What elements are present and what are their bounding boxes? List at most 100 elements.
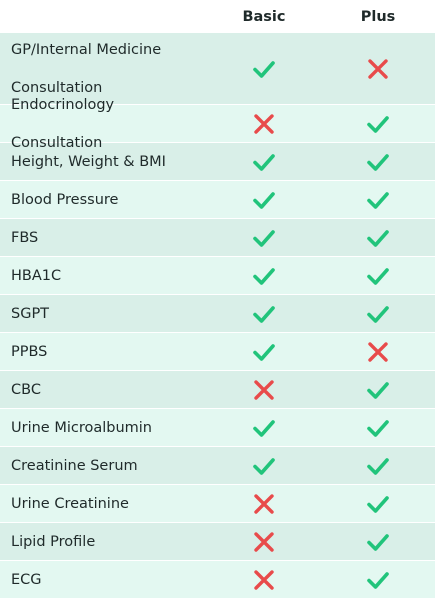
row-label-cell: SGPT	[0, 295, 207, 333]
row-basic-cell	[207, 187, 321, 213]
row-label: SGPT	[11, 305, 50, 322]
row-label: Lipid Profile	[11, 533, 96, 550]
row-plus-cell	[321, 453, 435, 479]
row-label-cell: Urine Microalbumin	[0, 409, 207, 447]
row-plus-cell	[321, 491, 435, 517]
row-label: GP/Internal Medicine Consultation	[11, 41, 162, 96]
table-row: HBA1C	[0, 257, 435, 295]
cross-icon	[251, 377, 277, 403]
check-icon	[365, 453, 391, 479]
row-plus-cell	[321, 301, 435, 327]
check-icon	[365, 415, 391, 441]
cross-icon	[251, 111, 277, 137]
table-row: PPBS	[0, 333, 435, 371]
row-label-cell: Lipid Profile	[0, 523, 207, 561]
check-icon	[251, 415, 277, 441]
row-plus-cell	[321, 111, 435, 137]
row-label-cell: Blood Pressure	[0, 181, 207, 219]
table-row: Creatinine Serum	[0, 447, 435, 485]
row-label-cell: Creatinine Serum	[0, 447, 207, 485]
table-row: Lipid Profile	[0, 523, 435, 561]
row-plus-cell	[321, 225, 435, 251]
row-basic-cell	[207, 453, 321, 479]
row-basic-cell	[207, 301, 321, 327]
table-row: Urine Creatinine	[0, 485, 435, 523]
table-header: Basic Plus	[0, 0, 435, 33]
row-label: ECG	[11, 571, 42, 588]
check-icon	[251, 301, 277, 327]
row-label: Urine Creatinine	[11, 495, 129, 512]
row-label: CBC	[11, 381, 41, 398]
check-icon	[365, 149, 391, 175]
row-label: Urine Microalbumin	[11, 419, 152, 436]
row-basic-cell	[207, 415, 321, 441]
row-plus-cell	[321, 529, 435, 555]
row-label-cell: FBS	[0, 219, 207, 257]
check-icon	[365, 111, 391, 137]
row-basic-cell	[207, 339, 321, 365]
cross-icon	[365, 56, 391, 82]
cross-icon	[251, 529, 277, 555]
header-plus-label: Plus	[360, 8, 396, 25]
row-basic-cell	[207, 111, 321, 137]
table-row: FBS	[0, 219, 435, 257]
check-icon	[365, 187, 391, 213]
row-label: FBS	[11, 229, 39, 246]
row-plus-cell	[321, 339, 435, 365]
row-label: PPBS	[11, 343, 48, 360]
check-icon	[251, 453, 277, 479]
row-label-cell: GP/Internal Medicine Consultation	[0, 31, 207, 107]
row-label: HBA1C	[11, 267, 62, 284]
table-row: CBC	[0, 371, 435, 409]
check-icon	[251, 149, 277, 175]
row-label-cell: Endocrinology Consultation	[0, 86, 207, 162]
row-label: Endocrinology Consultation	[11, 96, 115, 151]
table-row: Blood Pressure	[0, 181, 435, 219]
row-basic-cell	[207, 263, 321, 289]
check-icon	[365, 491, 391, 517]
cross-icon	[251, 491, 277, 517]
check-icon	[365, 301, 391, 327]
table-row: Endocrinology Consultation	[0, 97, 435, 151]
row-plus-cell	[321, 263, 435, 289]
check-icon	[251, 339, 277, 365]
row-label-cell: Height, Weight & BMI	[0, 143, 207, 181]
check-icon	[365, 567, 391, 593]
row-plus-cell	[321, 187, 435, 213]
row-label-cell: HBA1C	[0, 257, 207, 295]
row-plus-cell	[321, 149, 435, 175]
row-basic-cell	[207, 377, 321, 403]
header-basic-label: Basic	[242, 8, 286, 25]
row-plus-cell	[321, 567, 435, 593]
header-basic: Basic	[207, 9, 321, 25]
row-plus-cell	[321, 377, 435, 403]
row-label: Creatinine Serum	[11, 457, 138, 474]
row-label-cell: PPBS	[0, 333, 207, 371]
cross-icon	[251, 567, 277, 593]
header-plus: Plus	[321, 9, 435, 25]
cross-icon	[365, 339, 391, 365]
row-basic-cell	[207, 529, 321, 555]
row-label: Height, Weight & BMI	[11, 153, 166, 170]
check-icon	[251, 263, 277, 289]
row-basic-cell	[207, 149, 321, 175]
check-icon	[251, 225, 277, 251]
row-basic-cell	[207, 225, 321, 251]
check-icon	[365, 529, 391, 555]
table-row: GP/Internal Medicine Consultation	[0, 33, 435, 105]
check-icon	[365, 225, 391, 251]
row-label-cell: Urine Creatinine	[0, 485, 207, 523]
row-basic-cell	[207, 491, 321, 517]
row-basic-cell	[207, 567, 321, 593]
table-row: Urine Microalbumin	[0, 409, 435, 447]
check-icon	[251, 187, 277, 213]
check-icon	[365, 377, 391, 403]
check-icon	[365, 263, 391, 289]
row-label: Blood Pressure	[11, 191, 119, 208]
row-plus-cell	[321, 415, 435, 441]
check-icon	[251, 56, 277, 82]
table-body: GP/Internal Medicine Consultation Endocri…	[0, 33, 435, 599]
table-row: Height, Weight & BMI	[0, 143, 435, 181]
row-plus-cell	[321, 56, 435, 82]
